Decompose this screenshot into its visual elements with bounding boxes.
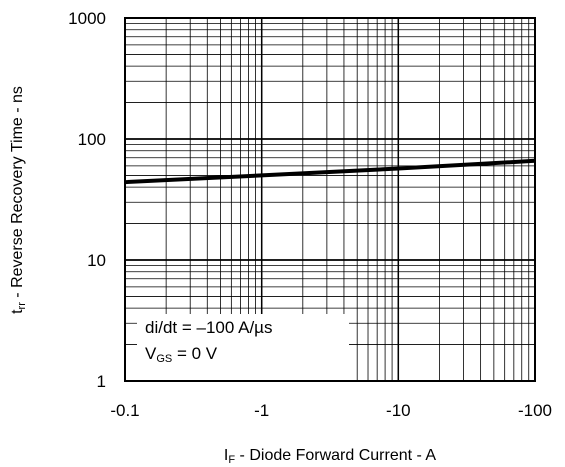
y-tick-label: 1000	[68, 9, 106, 28]
annotation-box	[137, 314, 349, 380]
plot-frame	[124, 17, 536, 382]
x-tick-label: -10	[386, 401, 411, 420]
x-axis-label: IF - Diode Forward Current - A	[224, 447, 436, 466]
tick-labels: -0.1 -1 -10 -100 1000 100 10 1	[68, 9, 552, 420]
y-tick-label: 100	[78, 130, 106, 149]
y-axis-label: trr - Reverse Recovery Time - ns	[9, 86, 28, 314]
series-lines	[124, 158, 536, 185]
annotation-vgs: VGS = 0 V	[145, 344, 218, 365]
y-tick-label: 1	[97, 372, 106, 391]
y-tick-label: 10	[87, 251, 106, 270]
annotation-didt: di/dt = –100 A/µs	[145, 318, 272, 337]
x-tick-label: -0.1	[110, 401, 139, 420]
x-tick-label: -1	[254, 401, 269, 420]
series-line	[124, 158, 536, 185]
x-tick-label: -100	[518, 401, 552, 420]
